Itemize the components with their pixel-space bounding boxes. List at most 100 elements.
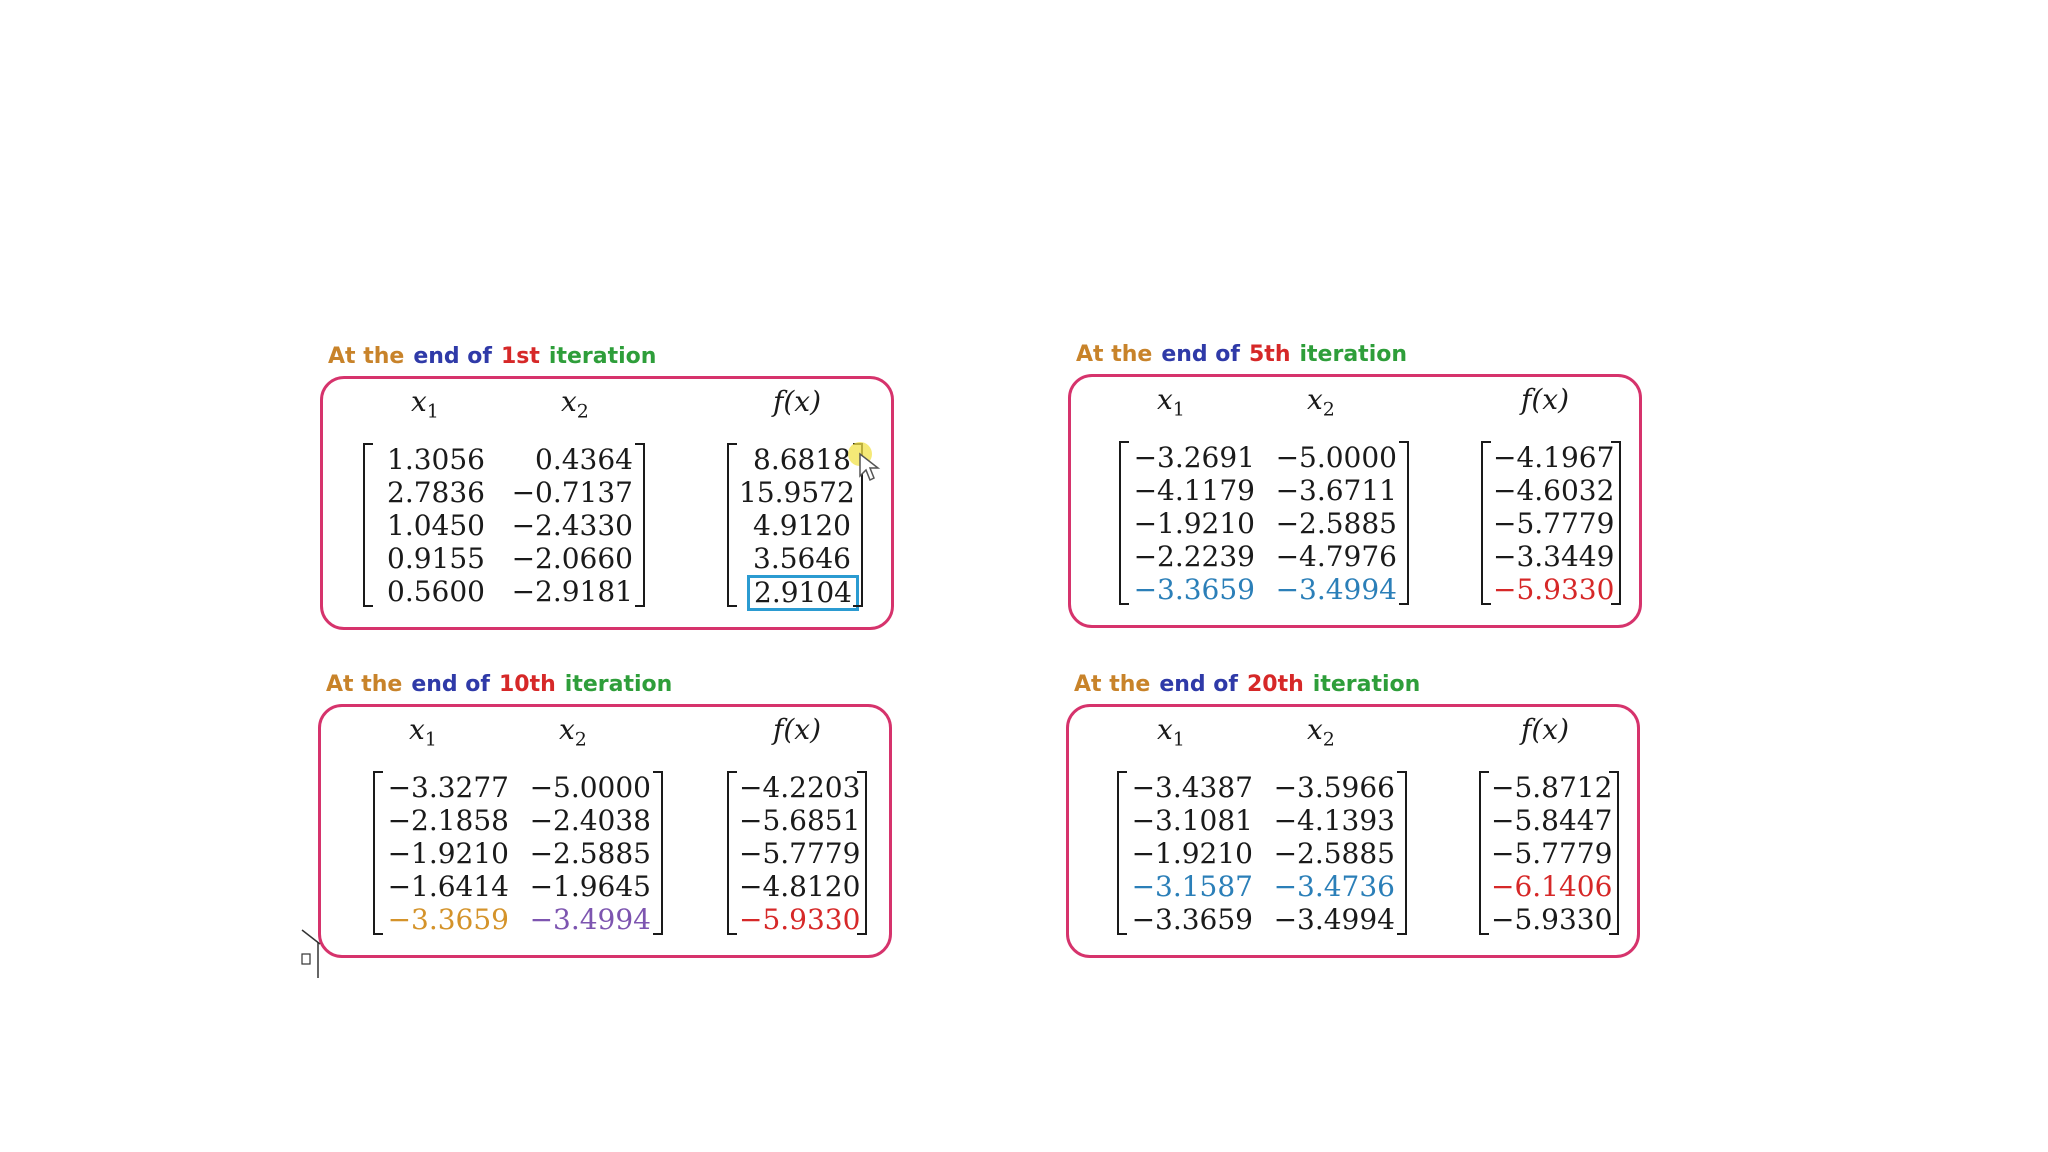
x2-value: −3.4994 <box>1275 573 1397 606</box>
matrix-frame: x1 x2 f(x) 1.3056 2.7836 1.0450 0.9155 0… <box>320 376 894 630</box>
matrix-fx: −4.2203 −5.6851 −5.7779 −4.8120 −5.9330 <box>727 771 867 936</box>
caption-at-the: At the <box>1074 672 1151 697</box>
x1-value: 1.3056 <box>387 443 485 476</box>
mouse-pointer-icon <box>848 442 881 482</box>
header-fx: f(x) <box>773 385 822 418</box>
caption-end-of: end of <box>1161 342 1240 367</box>
x1-value: −1.9210 <box>387 837 509 870</box>
x1-value: −2.1858 <box>387 804 509 837</box>
x2-value: −2.5885 <box>529 837 651 870</box>
x2-value: 0.4364 <box>535 443 633 476</box>
fx-value: −5.7779 <box>1491 837 1613 870</box>
fx-value: −4.8120 <box>739 870 861 903</box>
x2-value: −2.5885 <box>1275 507 1397 540</box>
x1-value: −3.3659 <box>1131 903 1253 936</box>
x1-value: −3.3659 <box>387 903 509 936</box>
header-x2: x2 <box>1307 713 1335 751</box>
panel-iteration-20: At the end of 20th iteration x1 x2 f(x) −3.… <box>1066 668 1646 958</box>
matrix-fx: −4.1967 −4.6032 −5.7779 −3.3449 −5.9330 <box>1481 441 1621 606</box>
matrix-fx: 8.6818 15.9572 4.9120 3.5646 2.9104 <box>727 443 863 611</box>
x2-value: −3.6711 <box>1275 474 1397 507</box>
caption-iteration-number: 1st <box>501 344 540 369</box>
x1-value: −2.2239 <box>1133 540 1255 573</box>
panel-iteration-5: At the end of 5th iteration x1 x2 f(x) −3.2… <box>1068 338 1648 628</box>
x2-value: −2.9181 <box>511 575 633 608</box>
matrix-frame: x1 x2 f(x) −3.3277 −2.1858 −1.9210 −1.64… <box>318 704 892 958</box>
caption-at-the: At the <box>326 672 403 697</box>
fx-value-best: −5.9330 <box>1493 573 1615 606</box>
panel-caption: At the end of 10th iteration <box>326 668 681 702</box>
caption-iteration-number: 10th <box>499 672 556 697</box>
x2-value: −3.4736 <box>1273 870 1395 903</box>
caption-end-of: end of <box>1159 672 1238 697</box>
x1-value: −4.1179 <box>1133 474 1255 507</box>
panel-caption: At the end of 1st iteration <box>328 340 665 374</box>
matrix-frame: x1 x2 f(x) −3.4387 −3.1081 −1.9210 −3.15… <box>1066 704 1640 958</box>
x1-value: −3.1081 <box>1131 804 1253 837</box>
caption-iteration-word: iteration <box>1312 672 1421 697</box>
header-x2: x2 <box>561 385 589 423</box>
x1-value: 2.7836 <box>387 476 485 509</box>
fx-value: −5.8712 <box>1491 771 1613 804</box>
fx-value: −5.8447 <box>1491 804 1613 837</box>
matrix-x: −3.4387 −3.1081 −1.9210 −3.1587 −3.3659 … <box>1117 771 1407 936</box>
fx-value-best: −5.9330 <box>739 903 861 936</box>
fx-value: −5.6851 <box>739 804 861 837</box>
fx-value: −5.7779 <box>1493 507 1615 540</box>
matrix-x: 1.3056 2.7836 1.0450 0.9155 0.5600 0.436… <box>363 443 645 608</box>
header-x2: x2 <box>1307 383 1335 421</box>
header-fx: f(x) <box>773 713 822 746</box>
matrix-x: −3.2691 −4.1179 −1.9210 −2.2239 −3.3659 … <box>1119 441 1409 606</box>
x2-value: −3.4994 <box>1273 903 1395 936</box>
best-value-highlight-box: 2.9104 <box>747 575 859 611</box>
header-x1: x1 <box>411 385 439 423</box>
x2-value: −2.4038 <box>529 804 651 837</box>
fx-value: 8.6818 <box>753 443 851 476</box>
header-fx: f(x) <box>1521 383 1570 416</box>
x2-value: −3.4994 <box>529 903 651 936</box>
fx-value: 4.9120 <box>753 509 851 542</box>
x1-value: −3.2691 <box>1133 441 1255 474</box>
partial-handle-icon <box>301 929 321 978</box>
panel-caption: At the end of 20th iteration <box>1074 668 1429 702</box>
x2-value: −0.7137 <box>511 476 633 509</box>
matrix-fx: −5.8712 −5.8447 −5.7779 −6.1406 −5.9330 <box>1479 771 1619 936</box>
caption-iteration-number: 20th <box>1247 672 1304 697</box>
caption-iteration-word: iteration <box>1299 342 1408 367</box>
x1-value: −3.3277 <box>387 771 509 804</box>
x1-value: −3.4387 <box>1131 771 1253 804</box>
matrix-x: −3.3277 −2.1858 −1.9210 −1.6414 −3.3659 … <box>373 771 663 936</box>
header-x2: x2 <box>559 713 587 751</box>
x2-value: −4.7976 <box>1275 540 1397 573</box>
header-x1: x1 <box>1157 383 1185 421</box>
x1-value: −1.9210 <box>1131 837 1253 870</box>
header-x1: x1 <box>1157 713 1185 751</box>
caption-iteration-word: iteration <box>548 344 657 369</box>
x1-value: −3.3659 <box>1133 573 1255 606</box>
panel-iteration-1: At the end of 1st iteration x1 x2 f(x) 1.30… <box>320 340 900 630</box>
fx-value: 3.5646 <box>753 542 851 575</box>
panel-iteration-10: At the end of 10th iteration x1 x2 f(x) −3.… <box>318 668 898 958</box>
matrix-frame: x1 x2 f(x) −3.2691 −4.1179 −1.9210 −2.22… <box>1068 374 1642 628</box>
caption-at-the: At the <box>1076 342 1153 367</box>
caption-at-the: At the <box>328 344 405 369</box>
x2-value: −5.0000 <box>529 771 651 804</box>
x1-value: −1.6414 <box>387 870 509 903</box>
header-x1: x1 <box>409 713 437 751</box>
fx-value-best: −6.1406 <box>1491 870 1613 903</box>
fx-value-best: 2.9104 <box>739 575 859 611</box>
caption-iteration-number: 5th <box>1249 342 1291 367</box>
x1-value: −1.9210 <box>1133 507 1255 540</box>
x1-value: 0.9155 <box>387 542 485 575</box>
panel-caption: At the end of 5th iteration <box>1076 338 1416 372</box>
x2-value: −2.5885 <box>1273 837 1395 870</box>
header-fx: f(x) <box>1521 713 1570 746</box>
fx-value: 15.9572 <box>739 476 855 509</box>
x1-value: 1.0450 <box>387 509 485 542</box>
x2-value: −2.4330 <box>511 509 633 542</box>
x2-value: −5.0000 <box>1275 441 1397 474</box>
x2-value: −4.1393 <box>1273 804 1395 837</box>
fx-value: −3.3449 <box>1493 540 1615 573</box>
fx-value: −4.1967 <box>1493 441 1615 474</box>
caption-iteration-word: iteration <box>564 672 673 697</box>
